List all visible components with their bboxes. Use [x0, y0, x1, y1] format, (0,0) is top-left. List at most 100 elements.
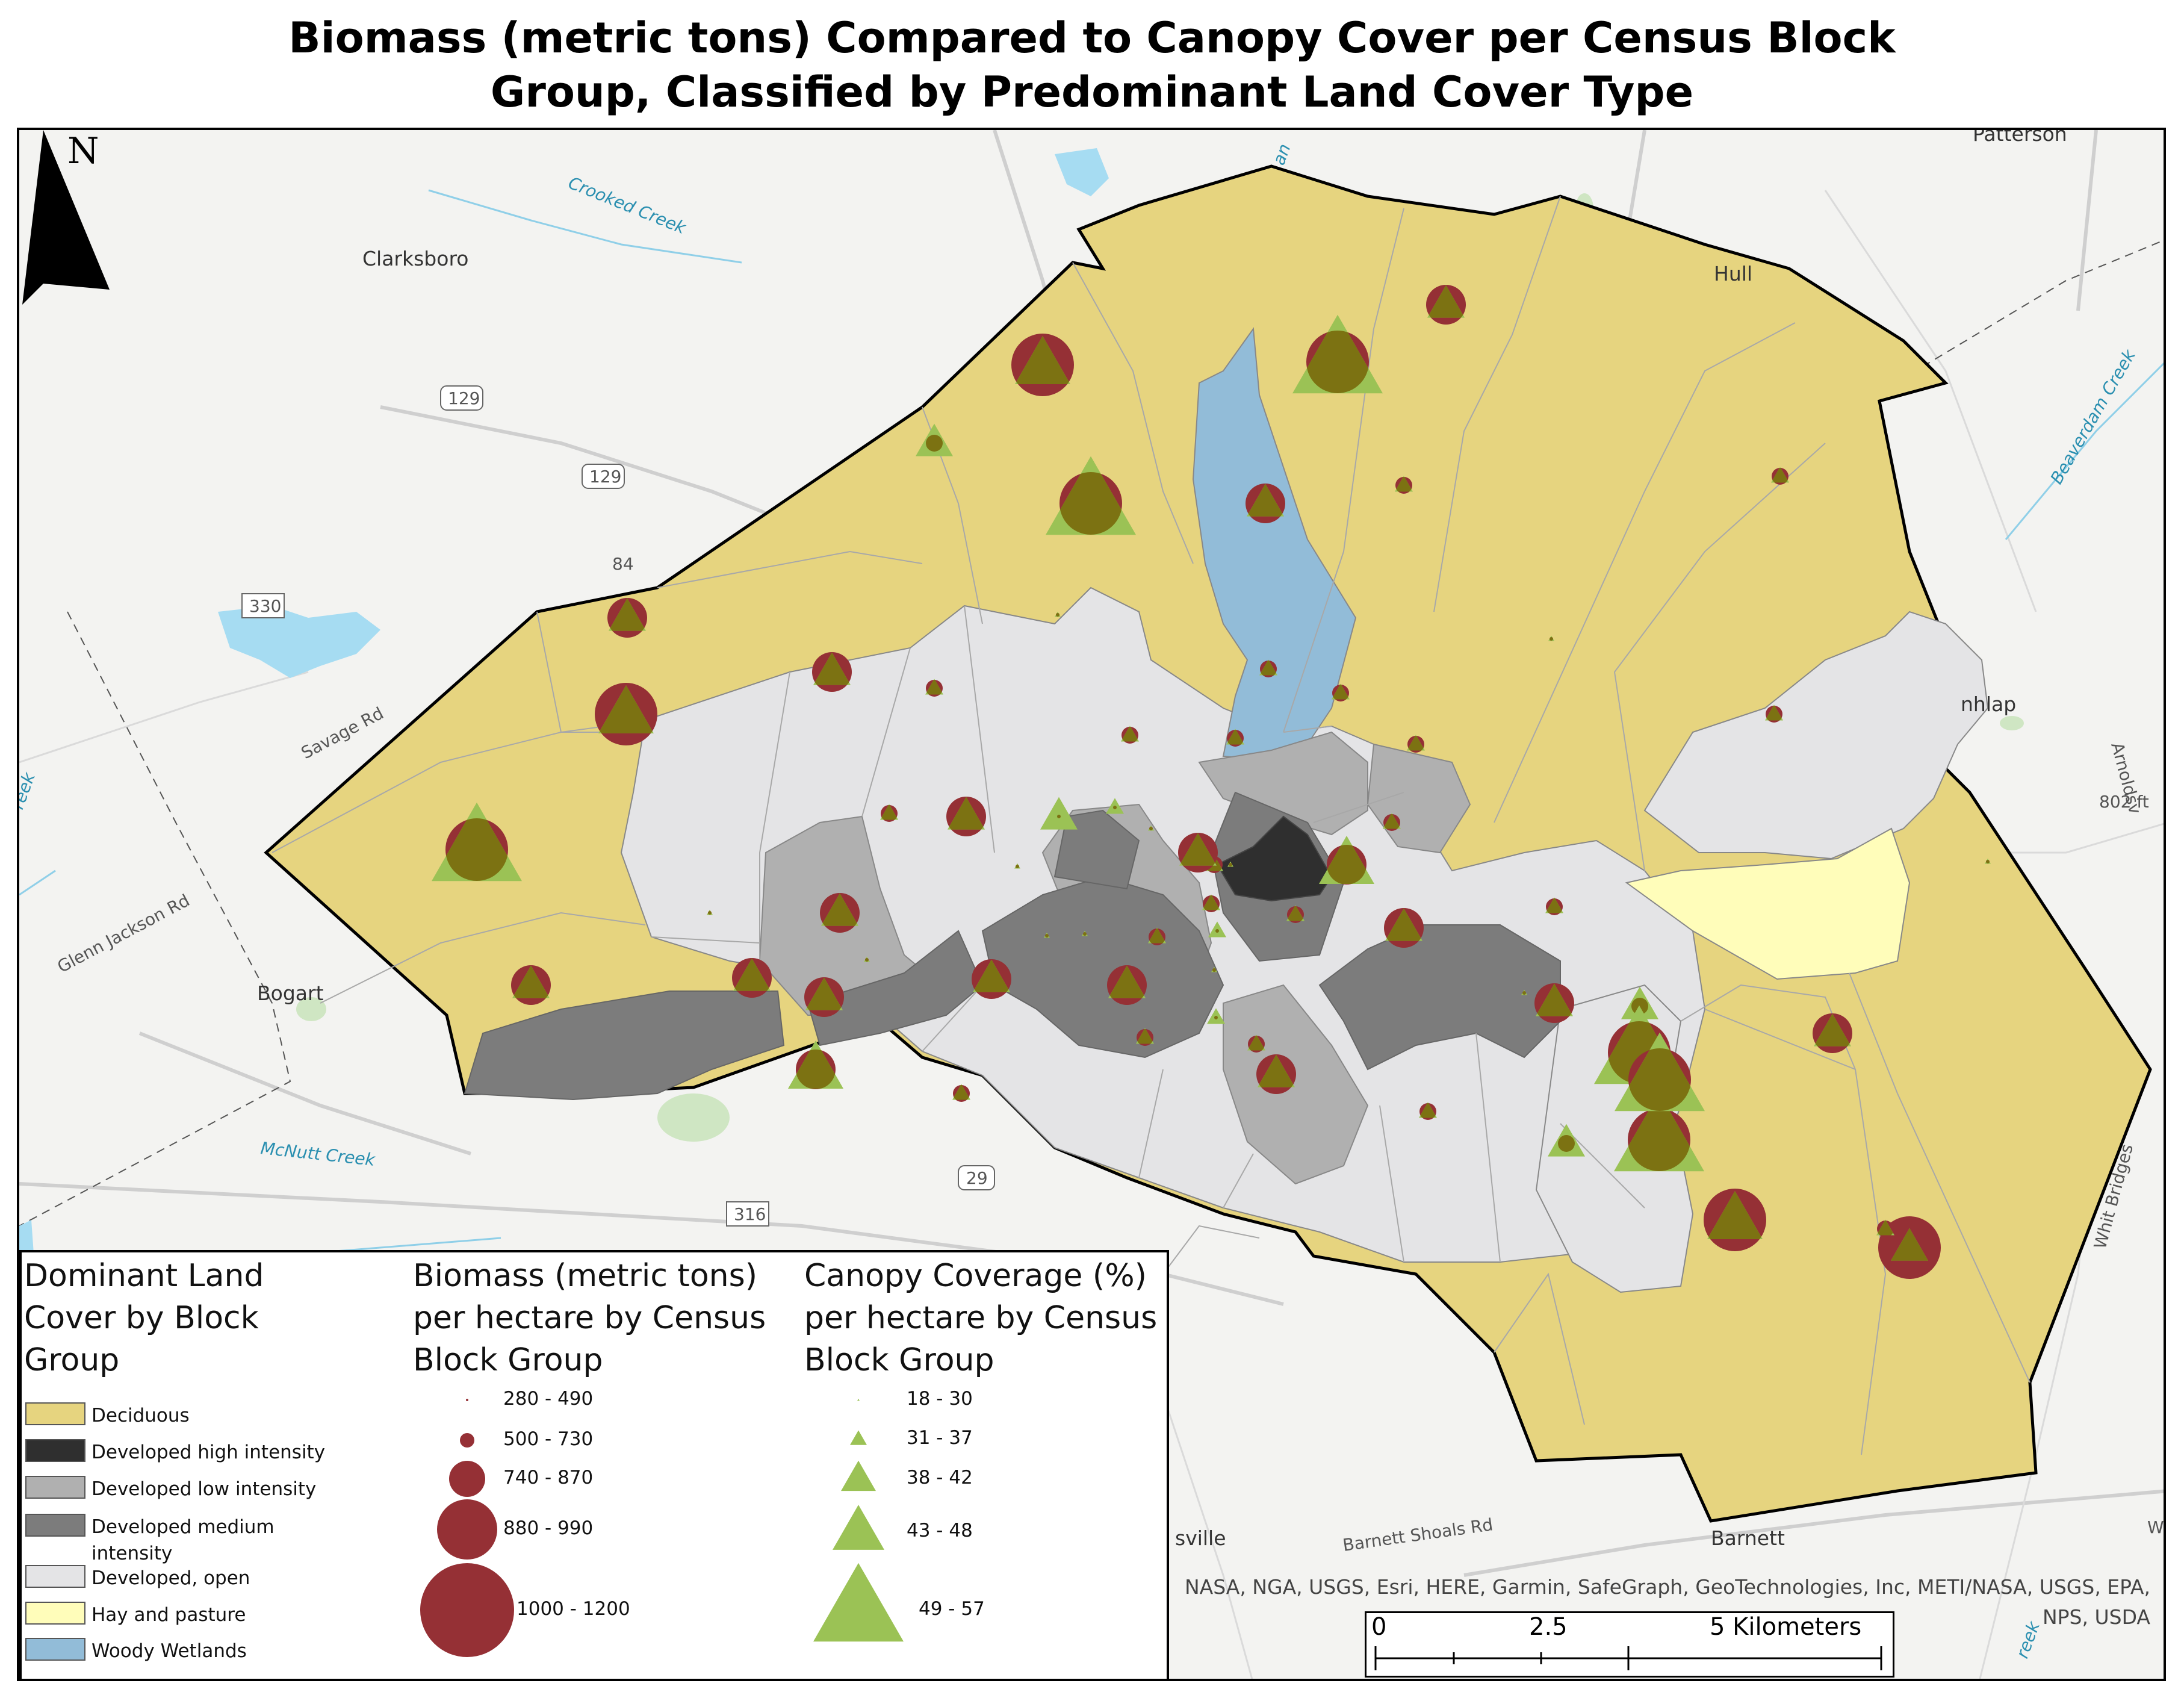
block-group-symbol[interactable] [820, 893, 860, 933]
block-group-symbol[interactable] [1545, 897, 1563, 915]
block-group-symbol[interactable] [1614, 1092, 1704, 1172]
block-group-symbol[interactable] [1055, 611, 1061, 617]
block-group-symbol[interactable] [1384, 908, 1424, 948]
overlap-area [1631, 998, 1648, 1015]
map-canvas: Clarksboro Hull Bogart Patterson nhlap s… [19, 130, 2164, 1679]
legend-landcover-label: Developed high intensity [92, 1442, 326, 1463]
block-group-symbol[interactable] [1878, 1216, 1941, 1279]
block-group-symbol[interactable] [607, 598, 647, 638]
block-group-symbol[interactable] [1548, 1124, 1585, 1157]
block-group-symbol[interactable] [1121, 726, 1139, 744]
block-group-symbol[interactable] [1621, 986, 1658, 1019]
block-group-symbol[interactable] [1046, 456, 1136, 535]
scale-label-mid: 2.5 [1529, 1613, 1568, 1641]
block-group-symbol[interactable] [952, 1084, 970, 1102]
block-group-symbol[interactable] [595, 683, 657, 745]
block-group-symbol[interactable] [1615, 1032, 1705, 1112]
overlap-area [609, 598, 646, 631]
overlap-area [1227, 730, 1244, 745]
block-group-symbol[interactable] [1548, 635, 1554, 641]
block-group-symbol[interactable] [1259, 659, 1277, 677]
block-group-symbol[interactable] [1106, 798, 1124, 814]
block-group-symbol[interactable] [1202, 894, 1220, 912]
block-group-symbol[interactable] [1426, 285, 1466, 325]
place-label: Clarksboro [362, 247, 468, 270]
developed-medium-southwest[interactable] [464, 991, 785, 1101]
block-group-symbol[interactable] [946, 797, 986, 836]
block-group-symbol[interactable] [1044, 932, 1050, 938]
block-group-symbol[interactable] [788, 1040, 843, 1089]
legend-canopy-label: 49 - 57 [919, 1598, 985, 1620]
block-group-symbol[interactable] [1407, 735, 1425, 753]
block-group-symbol[interactable] [1765, 704, 1783, 723]
block-group-symbol[interactable] [1082, 930, 1088, 936]
block-group-symbol[interactable] [1876, 1219, 1894, 1237]
block-group-symbol[interactable] [1292, 314, 1383, 394]
block-group-symbol[interactable] [864, 956, 870, 962]
block-group-symbol[interactable] [1011, 334, 1074, 396]
water-label: Beaverdam Creek [2046, 345, 2139, 487]
overlap-area [948, 797, 985, 830]
overlap-area [1814, 1013, 1851, 1047]
block-group-symbol[interactable] [707, 909, 713, 915]
block-group-symbol[interactable] [1136, 1028, 1154, 1046]
block-group-symbol[interactable] [1246, 484, 1285, 523]
block-group-symbol[interactable] [1226, 729, 1244, 747]
block-group-symbol[interactable] [1383, 813, 1401, 831]
svg-text:129: 129 [589, 467, 621, 487]
legend-swatch [25, 1476, 85, 1499]
attribution-line-1: NASA, NGA, USGS, Esri, HERE, Garmin, Saf… [1184, 1575, 2150, 1599]
svg-text:316: 316 [734, 1204, 766, 1224]
block-group-symbol[interactable] [1534, 983, 1574, 1023]
block-group-symbol[interactable] [1771, 467, 1789, 485]
woody-wetlands-area[interactable] [1192, 327, 1357, 764]
developed-low-south[interactable] [1223, 984, 1369, 1185]
block-group-symbol[interactable] [1704, 1189, 1766, 1251]
block-group-symbol[interactable] [1107, 965, 1147, 1005]
developed-medium-west[interactable] [807, 930, 984, 1047]
overlap-area [805, 977, 843, 1010]
block-group-symbol[interactable] [1319, 835, 1374, 885]
block-group-symbol[interactable] [880, 804, 898, 822]
block-group-symbol[interactable] [1256, 1054, 1296, 1094]
block-group-symbol[interactable] [1332, 683, 1350, 701]
block-group-symbol[interactable] [1395, 476, 1413, 494]
block-group-symbol[interactable] [972, 959, 1011, 999]
block-group-symbol[interactable] [1208, 921, 1226, 938]
map-frame[interactable]: Clarksboro Hull Bogart Patterson nhlap s… [17, 128, 2166, 1681]
block-group-symbol[interactable] [1247, 1034, 1265, 1053]
block-group-symbol[interactable] [511, 965, 551, 1005]
block-group-symbol[interactable] [1207, 1008, 1225, 1024]
block-group-symbol[interactable] [1178, 833, 1218, 872]
block-group-symbol[interactable] [812, 652, 852, 692]
legend-canopy-symbol [850, 1430, 867, 1445]
developed-open-east[interactable] [1643, 611, 1989, 860]
block-group-symbol[interactable] [916, 423, 953, 456]
legend-canopy-symbol [841, 1460, 876, 1491]
block-group-symbol[interactable] [1813, 1013, 1852, 1053]
scale-label-0: 0 [1371, 1613, 1387, 1641]
block-group-symbol[interactable] [1419, 1102, 1437, 1120]
overlap-area [1550, 637, 1553, 641]
north-arrow-icon [22, 130, 110, 305]
legend-landcover-label: Woody Wetlands [92, 1640, 247, 1662]
block-group-symbol[interactable] [804, 977, 844, 1017]
block-group-symbol[interactable] [1148, 927, 1166, 945]
block-group-symbol[interactable] [432, 802, 522, 882]
hay-pasture-area[interactable] [1625, 827, 1911, 980]
block-group-symbol[interactable] [1985, 858, 1991, 864]
legend-biomass-title: Biomass (metric tons) per hectare by Cen… [413, 1258, 766, 1378]
map-title: Biomass (metric tons) Compared to Canopy… [0, 11, 2184, 119]
block-group-symbol[interactable] [1211, 966, 1217, 972]
block-group-symbol[interactable] [1014, 863, 1020, 869]
block-group-symbol[interactable] [1227, 861, 1233, 867]
overlap-area [1383, 814, 1400, 829]
block-group-symbol[interactable] [1286, 905, 1305, 923]
block-group-symbol[interactable] [732, 958, 772, 998]
block-group-symbol[interactable] [1521, 989, 1527, 995]
block-group-symbol[interactable] [1040, 797, 1078, 830]
legend-canopy-label: 43 - 48 [907, 1520, 973, 1541]
block-group-symbol[interactable] [1148, 825, 1154, 831]
block-group-symbol[interactable] [925, 679, 943, 697]
attribution-line-2: NPS, USDA [2042, 1605, 2150, 1629]
